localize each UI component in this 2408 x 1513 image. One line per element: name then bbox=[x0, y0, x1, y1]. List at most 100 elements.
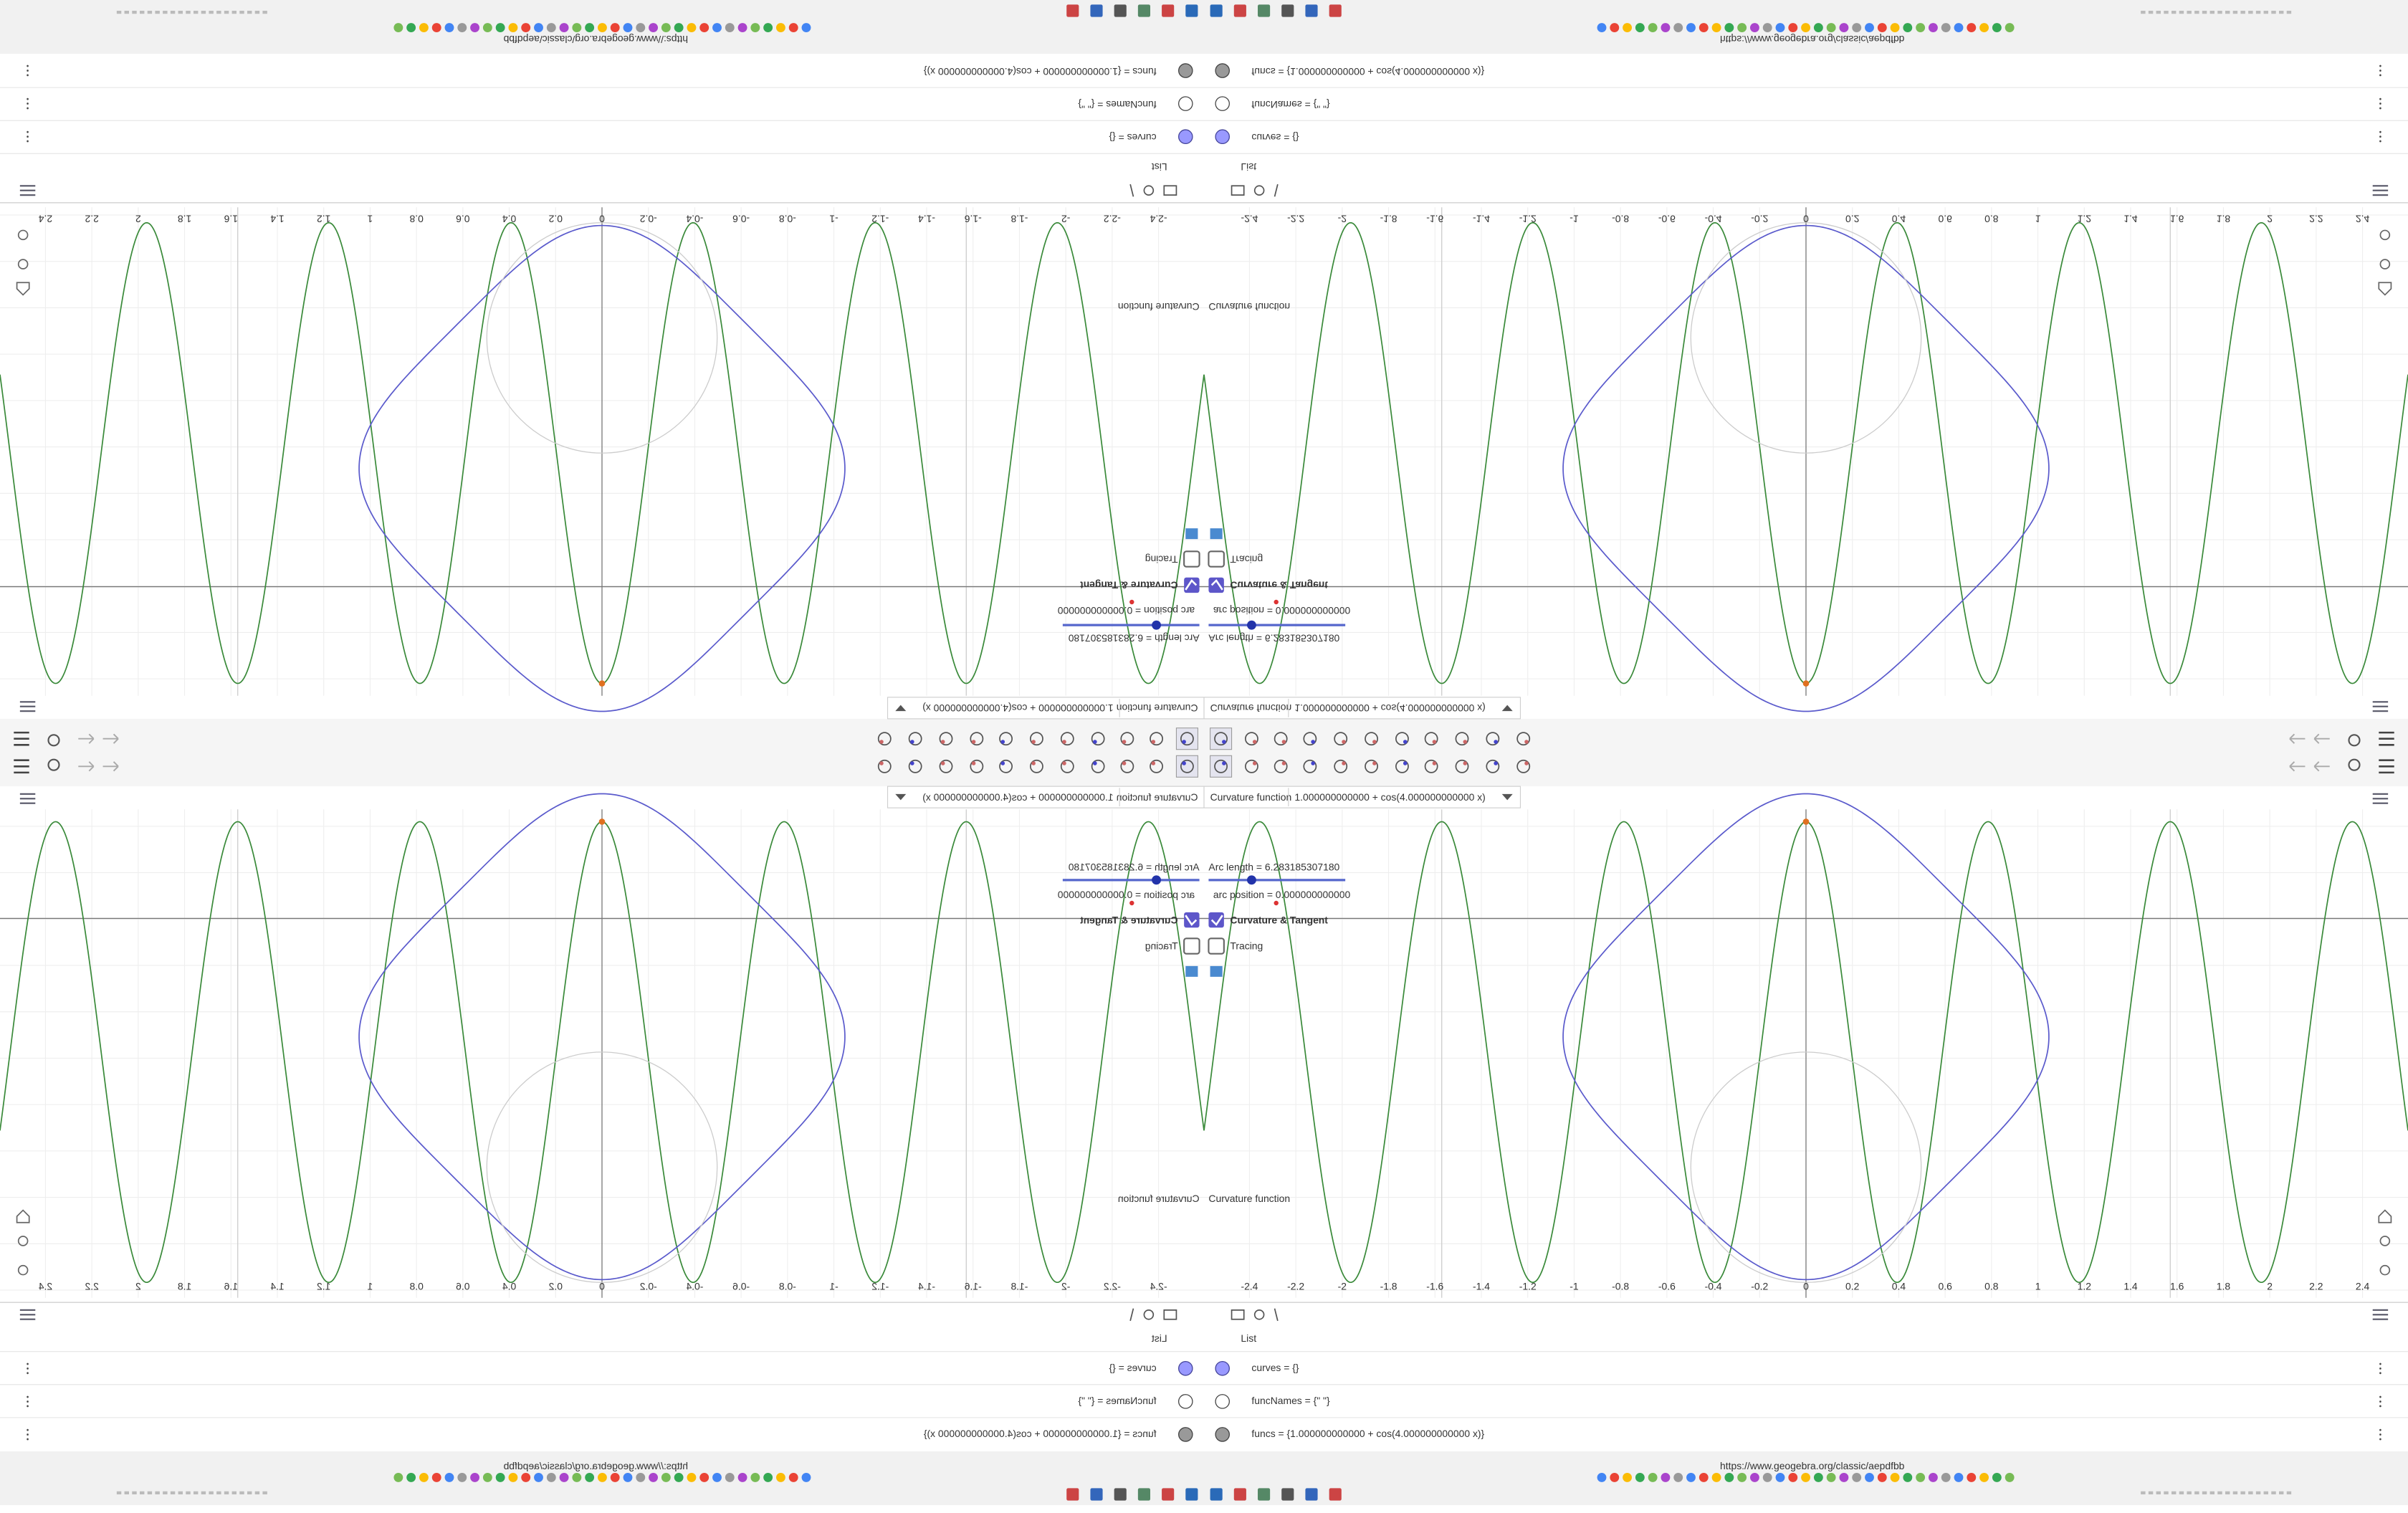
tab-favicon[interactable] bbox=[1903, 1473, 1913, 1482]
checkbox-checked[interactable] bbox=[1208, 577, 1224, 593]
tab-favicon[interactable] bbox=[1801, 23, 1810, 32]
visibility-toggle[interactable] bbox=[1178, 1394, 1193, 1409]
tab-favicon[interactable] bbox=[393, 1473, 403, 1482]
visibility-toggle[interactable] bbox=[1178, 63, 1193, 78]
tool-icon[interactable] bbox=[999, 732, 1013, 746]
checkbox-checked[interactable] bbox=[1208, 912, 1224, 928]
tab-favicon[interactable] bbox=[623, 1473, 633, 1482]
search-button[interactable] bbox=[47, 734, 60, 747]
undo-button[interactable] bbox=[102, 733, 119, 744]
taskbar-icon[interactable] bbox=[1281, 1488, 1294, 1501]
taskbar-icon[interactable] bbox=[1137, 4, 1150, 17]
algebra-menu[interactable] bbox=[19, 185, 36, 196]
tab-favicon[interactable] bbox=[1724, 1473, 1734, 1482]
checkbox-checked[interactable] bbox=[1184, 912, 1200, 928]
tool-icon[interactable] bbox=[939, 732, 953, 746]
tab-favicon[interactable] bbox=[1916, 23, 1926, 32]
tab-favicon[interactable] bbox=[1597, 23, 1607, 32]
tab-favicon[interactable] bbox=[2005, 23, 2015, 32]
tool-icon[interactable] bbox=[1244, 759, 1258, 773]
tab-favicon[interactable] bbox=[1661, 23, 1671, 32]
redo-button[interactable] bbox=[2313, 761, 2330, 772]
tab-favicon[interactable] bbox=[610, 23, 620, 32]
view-icons[interactable] bbox=[16, 229, 30, 296]
tab-favicon[interactable] bbox=[1979, 1473, 1989, 1482]
tool-icon[interactable] bbox=[1180, 732, 1194, 746]
tab-favicon[interactable] bbox=[725, 1473, 735, 1482]
tool-icon[interactable] bbox=[1120, 732, 1134, 746]
checkbox-checked[interactable] bbox=[1184, 577, 1200, 593]
checkbox[interactable] bbox=[1208, 550, 1225, 568]
tab-favicon[interactable] bbox=[737, 1473, 747, 1482]
visibility-toggle[interactable] bbox=[1215, 129, 1230, 145]
taskbar-icon[interactable] bbox=[1066, 4, 1079, 17]
tool-icon[interactable] bbox=[1091, 732, 1105, 746]
visibility-toggle[interactable] bbox=[1215, 63, 1230, 78]
tab-favicon[interactable] bbox=[636, 1473, 646, 1482]
tab-favicon[interactable] bbox=[788, 23, 798, 32]
tab-favicon[interactable] bbox=[598, 23, 607, 32]
tab-favicon[interactable] bbox=[737, 23, 747, 32]
tab-favicon[interactable] bbox=[1711, 23, 1721, 32]
tab-favicon[interactable] bbox=[750, 23, 760, 32]
tool-icon[interactable] bbox=[939, 759, 953, 773]
tool-icon[interactable] bbox=[1486, 759, 1500, 773]
taskbar-icon[interactable] bbox=[1114, 4, 1127, 17]
tab-favicon[interactable] bbox=[419, 23, 429, 32]
tool-icon[interactable] bbox=[1214, 759, 1228, 773]
tab-favicon[interactable] bbox=[1775, 23, 1785, 32]
tab-favicon[interactable] bbox=[559, 1473, 569, 1482]
tab-favicon[interactable] bbox=[2005, 1473, 2015, 1482]
tab-favicon[interactable] bbox=[712, 1473, 722, 1482]
tab-favicon[interactable] bbox=[1610, 1473, 1620, 1482]
tab-favicon[interactable] bbox=[1661, 1473, 1671, 1482]
tool-icon[interactable] bbox=[1091, 759, 1105, 773]
redo-button[interactable] bbox=[78, 761, 95, 772]
tool-icon[interactable] bbox=[1214, 732, 1228, 746]
tool-icon[interactable] bbox=[1274, 732, 1288, 746]
tab-favicon[interactable] bbox=[687, 23, 697, 32]
tab-favicon[interactable] bbox=[1954, 23, 1964, 32]
tab-favicon[interactable] bbox=[1852, 23, 1862, 32]
tab-favicon[interactable] bbox=[1623, 23, 1632, 32]
visibility-toggle[interactable] bbox=[1178, 96, 1193, 111]
menu-button[interactable] bbox=[14, 759, 29, 774]
input-dropdown[interactable] bbox=[1501, 793, 1513, 801]
tab-favicon[interactable] bbox=[1762, 23, 1772, 32]
tool-icon[interactable] bbox=[908, 759, 922, 773]
taskbar-icon[interactable] bbox=[1233, 1488, 1246, 1501]
tab-favicon[interactable] bbox=[801, 1473, 811, 1482]
style-bar-toggle[interactable] bbox=[2372, 793, 2389, 804]
tab-favicon[interactable] bbox=[687, 1473, 697, 1482]
tab-favicon[interactable] bbox=[1788, 23, 1798, 32]
tab-favicon[interactable] bbox=[1979, 23, 1989, 32]
tab-favicon[interactable] bbox=[1865, 23, 1874, 32]
tab-favicon[interactable] bbox=[1929, 23, 1938, 32]
taskbar-icon[interactable] bbox=[1090, 1488, 1103, 1501]
tab-favicon[interactable] bbox=[763, 1473, 773, 1482]
taskbar-icon[interactable] bbox=[1185, 4, 1198, 17]
tab-favicon[interactable] bbox=[1826, 1473, 1836, 1482]
tab-favicon[interactable] bbox=[1775, 1473, 1785, 1482]
tab-favicon[interactable] bbox=[521, 1473, 531, 1482]
tab-favicon[interactable] bbox=[1890, 1473, 1900, 1482]
input-bar[interactable] bbox=[1203, 697, 1521, 720]
input-bar[interactable] bbox=[1203, 786, 1521, 808]
tab-favicon[interactable] bbox=[1686, 23, 1696, 32]
tab-favicon[interactable] bbox=[1967, 23, 1977, 32]
tab-favicon[interactable] bbox=[674, 1473, 684, 1482]
view-icons[interactable] bbox=[2378, 1209, 2392, 1276]
tab-favicon[interactable] bbox=[1673, 1473, 1683, 1482]
algebra-toolbar-icons[interactable] bbox=[1129, 183, 1177, 197]
tab-favicon[interactable] bbox=[1610, 23, 1620, 32]
tool-icon[interactable] bbox=[1516, 759, 1531, 773]
view-icons[interactable] bbox=[16, 1209, 30, 1276]
tab-favicon[interactable] bbox=[1992, 1473, 2002, 1482]
visibility-toggle[interactable] bbox=[1215, 1427, 1230, 1442]
slider-point[interactable] bbox=[1129, 599, 1134, 605]
tab-favicon[interactable] bbox=[610, 1473, 620, 1482]
tool-icon[interactable] bbox=[1334, 732, 1348, 746]
slider-point[interactable] bbox=[1274, 900, 1279, 906]
checkbox[interactable] bbox=[1183, 937, 1200, 955]
tab-favicon[interactable] bbox=[801, 23, 811, 32]
